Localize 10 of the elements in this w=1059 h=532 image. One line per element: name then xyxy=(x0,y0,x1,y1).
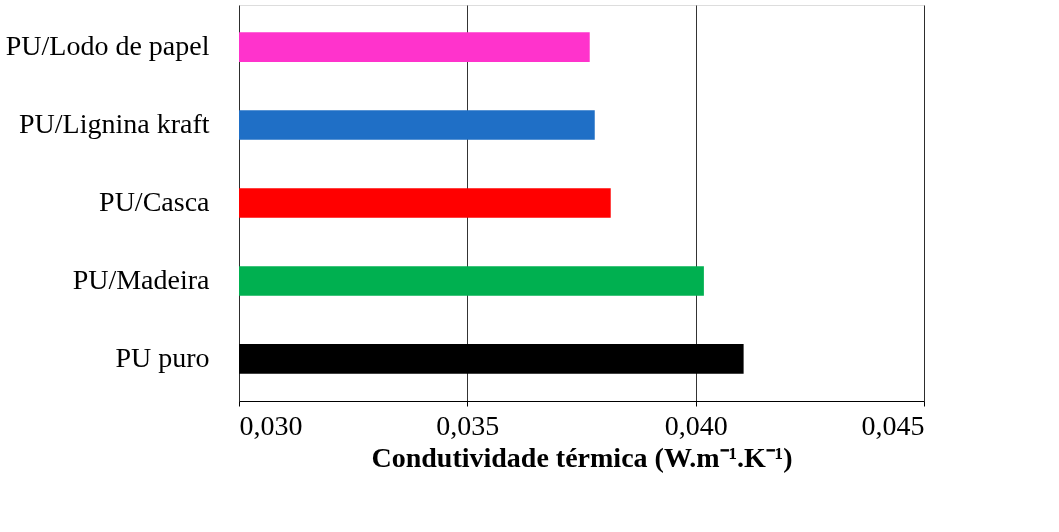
y-tick-label: PU/Lodo de papel xyxy=(5,30,210,62)
x-axis-title: Condutividade térmica (W.m⁻¹.K⁻¹) xyxy=(371,441,793,473)
y-tick-label: PU/Lignina kraft xyxy=(18,108,210,140)
y-tick-label: PU/Casca xyxy=(99,186,211,217)
y-tick-label: PU/Madeira xyxy=(72,263,211,295)
y-tick-label: PU puro xyxy=(115,341,210,373)
x-tick-label: 0,045 xyxy=(861,409,925,441)
x-tick-label: 0,030 xyxy=(239,409,303,441)
x-tick-label: 0,040 xyxy=(664,409,728,441)
x-tick-label: 0,035 xyxy=(436,409,500,441)
